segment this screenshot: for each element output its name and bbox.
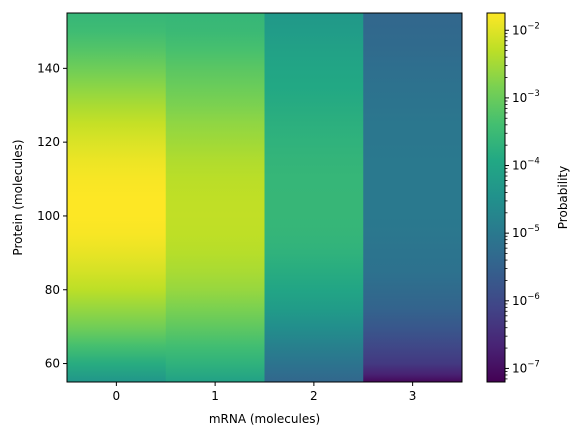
colorbar-tick-label: 10−6: [512, 292, 540, 308]
colorbar-frame: [486, 12, 506, 383]
y-tick-label: 120: [37, 135, 60, 149]
colorbar-tick-label: 10−5: [512, 224, 540, 240]
y-tick-label: 100: [37, 209, 60, 223]
x-tick-label: 1: [211, 389, 219, 403]
heatmap-column-mrna-2: [264, 13, 364, 382]
y-axis: 60 80 100 120 140: [37, 61, 67, 371]
colorbar-tick-label: 10−7: [512, 359, 540, 375]
heatmap-cells: [67, 13, 463, 382]
colorbar-tick-label: 10−2: [512, 21, 540, 37]
colorbar-tick-label: 10−3: [512, 89, 540, 105]
plot-frame: [66, 12, 463, 383]
y-tick-label: 80: [45, 283, 60, 297]
x-tick-label: 0: [113, 389, 121, 403]
colorbar-tick-label: 10−4: [512, 157, 540, 173]
y-axis-title: Protein (molecules): [11, 139, 25, 255]
x-axis-title: mRNA (molecules): [209, 412, 320, 426]
colorbar-title: Probability: [556, 166, 570, 229]
colorbar-ticks: 10−7 10−6 10−5 10−4 10−3 10−2: [505, 21, 540, 380]
heatmap-column-mrna-0: [67, 13, 167, 382]
x-axis: 0 1 2 3: [113, 382, 417, 403]
x-tick-label: 2: [310, 389, 318, 403]
colorbar: [487, 13, 505, 382]
y-tick-label: 60: [45, 357, 60, 371]
heatmap-column-mrna-1: [165, 13, 265, 382]
heatmap-column-mrna-3: [363, 13, 463, 382]
y-tick-label: 140: [37, 61, 60, 75]
x-tick-label: 3: [409, 389, 417, 403]
